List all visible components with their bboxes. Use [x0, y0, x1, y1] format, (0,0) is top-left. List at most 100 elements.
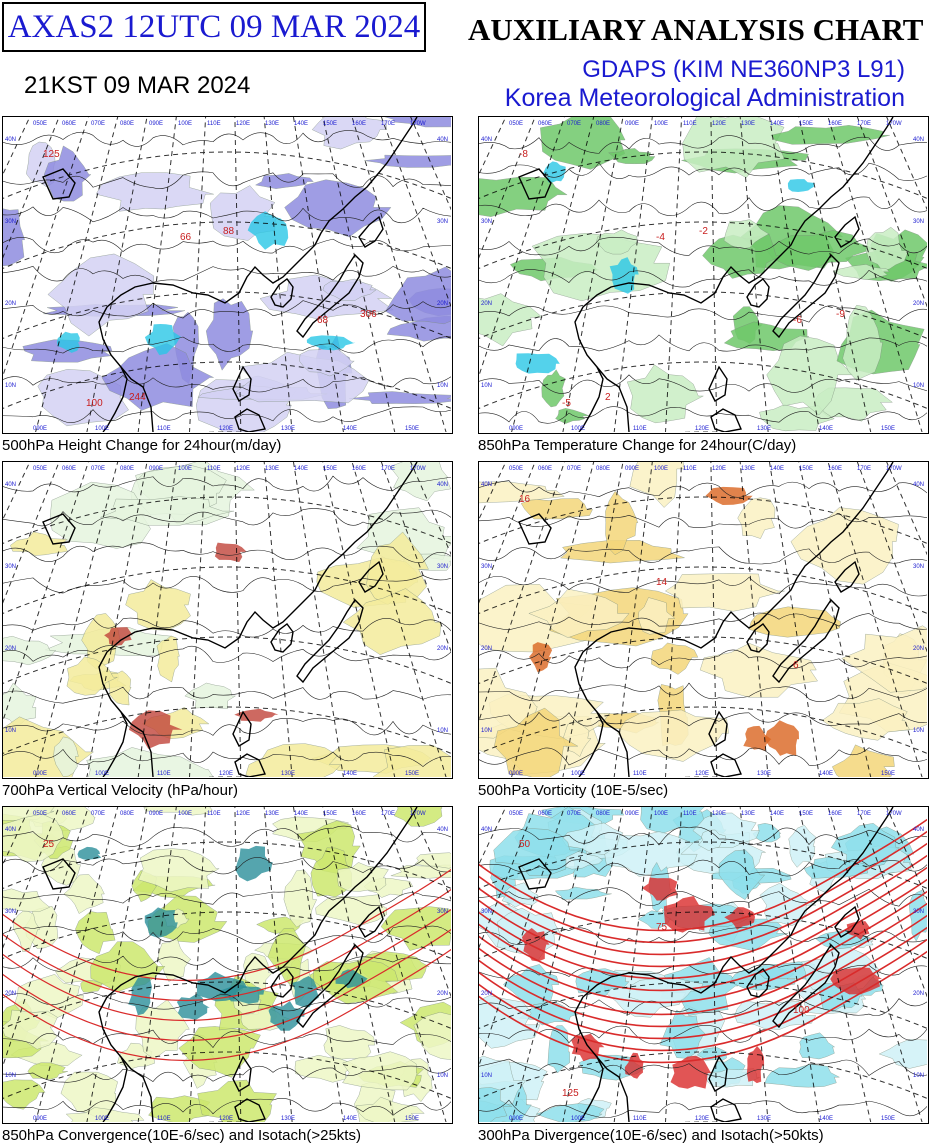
model-name: GDAPS (KIM NE360NP3 L91) — [582, 56, 905, 83]
contour-lines — [479, 480, 927, 766]
right-lat-label: 20N — [913, 301, 924, 307]
right-lat-label: 20N — [913, 991, 924, 997]
bottom-lon-label: 150E — [881, 426, 895, 432]
left-lat-label: 30N — [481, 219, 492, 225]
bottom-lon-label: 100E — [95, 771, 109, 777]
axis-labels: 050E 060E 070E 080E 090E 100E 110E 120E 130E 140E… — [481, 811, 924, 1122]
top-lon-label: 160E — [828, 811, 842, 817]
top-lon-label: 120E — [236, 811, 250, 817]
core-field — [104, 542, 279, 749]
bottom-lon-label: 140E — [819, 426, 833, 432]
top-lon-label: 170E — [857, 466, 871, 472]
contour-value-label: -2 — [699, 226, 708, 237]
top-lon-label: 160E — [352, 466, 366, 472]
caption-300hpa-divergence-isotach: 300hPa Divergence(10E-6/sec) and Isotach… — [478, 1127, 824, 1144]
top-lon-label: 070E — [567, 466, 581, 472]
left-lat-label: 10N — [481, 383, 492, 389]
top-lon-label: 110E — [207, 466, 221, 472]
caption-850hpa-temperature-change: 850hPa Temperature Change for 24hour(C/d… — [478, 437, 797, 454]
core-field — [529, 486, 799, 757]
bottom-lon-label: 110E — [157, 1116, 171, 1122]
right-lat-label: 20N — [437, 991, 448, 997]
right-lat-label: 30N — [913, 564, 924, 570]
right-lat-label: 20N — [913, 646, 924, 652]
top-lon-label: 120E — [712, 121, 726, 127]
contour-value-label: -9 — [836, 309, 845, 320]
left-lat-label: 30N — [481, 909, 492, 915]
right-lat-label: 10N — [913, 383, 924, 389]
top-lon-label: 080E — [596, 121, 610, 127]
bottom-lon-label: 100E — [95, 1116, 109, 1122]
contour-value-label: 100 — [86, 398, 103, 409]
top-lon-label: 140E — [294, 466, 308, 472]
bottom-lon-label: 150E — [881, 1116, 895, 1122]
bottom-lon-label: 090E — [509, 1116, 523, 1122]
axis-labels: 050E 060E 070E 080E 090E 100E 110E 120E 130E 140E… — [5, 466, 448, 777]
right-lat-label: 40N — [437, 482, 448, 488]
top-lon-label: 050E — [33, 811, 47, 817]
contour-value-label: 2 — [605, 392, 611, 403]
top-lon-label: 090E — [149, 121, 163, 127]
top-lon-label: 130E — [741, 121, 755, 127]
bottom-lon-label: 140E — [819, 771, 833, 777]
left-lat-label: 40N — [5, 827, 16, 833]
shaded-field — [479, 117, 927, 432]
top-lon-label: 080E — [596, 466, 610, 472]
top-lon-label: 100E — [178, 121, 192, 127]
contour-value-labels: -8 -4 -6 -5 -2 -9 2 — [519, 149, 845, 409]
left-lat-label: 20N — [481, 991, 492, 997]
top-lon-label: 060E — [62, 121, 76, 127]
right-lat-label: 40N — [913, 482, 924, 488]
lat-lon-grid — [3, 462, 451, 777]
top-lon-label: 050E — [509, 466, 523, 472]
bottom-lon-label: 120E — [695, 426, 709, 432]
right-lat-label: 40N — [913, 827, 924, 833]
top-lon-label: 140E — [770, 466, 784, 472]
bottom-lon-label: 100E — [571, 1116, 585, 1122]
top-lon-label: 130E — [265, 121, 279, 127]
top-lon-label: 170E — [857, 811, 871, 817]
top-lon-label: 070E — [91, 811, 105, 817]
contour-value-label: 306 — [360, 309, 377, 320]
top-lon-label: 120E — [236, 121, 250, 127]
panel-500hpa-height-change: 125 66 68 100 88 306 244 050E 060E 070E 080E 090E 10… — [2, 116, 453, 434]
top-lon-label: 170W — [886, 121, 902, 127]
bottom-lon-label: 130E — [757, 1116, 771, 1122]
bottom-lon-label: 120E — [219, 771, 233, 777]
bottom-lon-label: 140E — [343, 771, 357, 777]
top-lon-label: 110E — [207, 121, 221, 127]
panel-850hpa-convergence-isotach: 25 050E 060E 070E 080E 090E 100E 110E 120E 130E 14… — [2, 806, 453, 1124]
top-lon-label: 150E — [323, 466, 337, 472]
contour-value-label: 16 — [519, 494, 531, 505]
left-lat-label: 30N — [481, 564, 492, 570]
right-lat-label: 40N — [437, 827, 448, 833]
right-lat-label: 30N — [437, 909, 448, 915]
top-lon-label: 170W — [886, 811, 902, 817]
lat-lon-grid — [479, 117, 927, 432]
bottom-lon-label: 120E — [219, 426, 233, 432]
left-lat-label: 40N — [5, 137, 16, 143]
bottom-lon-label: 110E — [157, 771, 171, 777]
right-lat-label: 10N — [437, 383, 448, 389]
top-lon-label: 150E — [799, 466, 813, 472]
map-canvas: 50 75 100 125 050E 060E 070E 080E 090E 100E 110E 12… — [479, 807, 927, 1122]
lat-lon-grid — [479, 462, 927, 777]
bottom-lon-label: 100E — [571, 771, 585, 777]
map-canvas: 050E 060E 070E 080E 090E 100E 110E 120E 130E 140E… — [3, 462, 451, 777]
top-lon-label: 050E — [509, 811, 523, 817]
top-lon-label: 060E — [62, 466, 76, 472]
contour-value-labels: 50 75 100 125 — [519, 839, 810, 1099]
top-lon-label: 050E — [33, 466, 47, 472]
top-lon-label: 170E — [381, 811, 395, 817]
left-lat-label: 40N — [481, 827, 492, 833]
map-canvas: 16 14 6 050E 060E 070E 080E 090E 100E 110E 120E 130… — [479, 462, 927, 777]
bottom-lon-label: 150E — [881, 771, 895, 777]
panel-500hpa-vorticity: 16 14 6 050E 060E 070E 080E 090E 100E 110E 120E 130… — [478, 461, 929, 779]
top-lon-label: 100E — [654, 121, 668, 127]
map-canvas: 125 66 68 100 88 306 244 050E 060E 070E 080E 090E 10… — [3, 117, 451, 432]
bottom-lon-label: 090E — [33, 426, 47, 432]
bottom-lon-label: 140E — [343, 426, 357, 432]
top-lon-label: 140E — [294, 811, 308, 817]
top-lon-label: 060E — [538, 811, 552, 817]
bottom-lon-label: 110E — [633, 1116, 647, 1122]
